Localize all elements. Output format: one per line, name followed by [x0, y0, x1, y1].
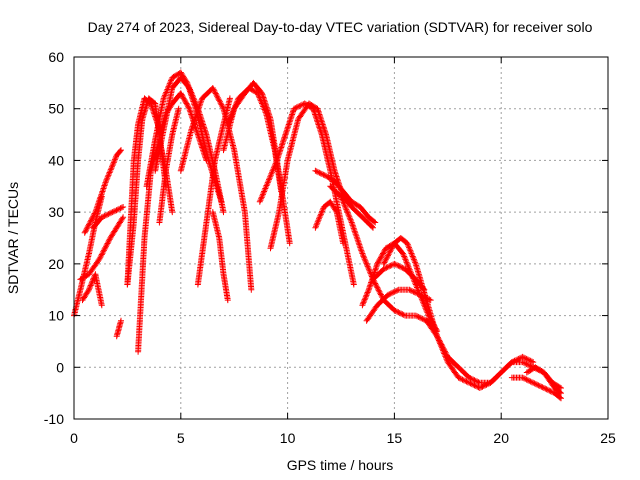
x-tick-label: 25 — [600, 430, 616, 446]
data-point-markers — [312, 198, 347, 247]
y-tick-label: 40 — [48, 152, 64, 168]
chart-title: Day 274 of 2023, Sidereal Day-to-day VTE… — [88, 19, 593, 35]
series-arc-27 — [370, 260, 428, 293]
series-arc-5 — [79, 271, 105, 309]
series-arc-13 — [156, 105, 182, 226]
series-arc-3 — [77, 214, 127, 283]
data-point-markers — [370, 260, 428, 293]
y-tick-label: 10 — [48, 308, 64, 324]
series-arc-15 — [194, 95, 233, 288]
plot-border — [73, 56, 609, 420]
data-point-markers — [312, 167, 379, 226]
data-point-markers — [156, 105, 182, 226]
series-arc-22 — [312, 198, 347, 247]
series-arc-20 — [267, 100, 376, 252]
y-tick-label: 20 — [48, 256, 64, 272]
data-point-markers — [508, 374, 564, 402]
series-arc-4 — [90, 204, 127, 231]
data-point-markers — [523, 364, 564, 391]
data-point-markers — [267, 100, 376, 252]
series-arc-29 — [508, 374, 564, 402]
series-arc-21 — [312, 167, 379, 226]
y-tick-label: -10 — [44, 411, 64, 427]
data-point-markers — [81, 147, 124, 236]
y-tick-label: 30 — [48, 204, 64, 220]
y-tick-label: 60 — [48, 49, 64, 65]
data-point-markers — [90, 204, 127, 231]
series-arc-30 — [523, 364, 564, 391]
y-tick-label: 0 — [56, 359, 64, 375]
y-tick-label: 50 — [48, 101, 64, 117]
series-arc-8 — [124, 95, 163, 288]
data-point-markers — [113, 317, 124, 340]
x-tick-label: 0 — [70, 430, 78, 446]
x-tick-label: 5 — [177, 430, 185, 446]
data-point-markers — [77, 214, 127, 283]
axes: 0 5 10 15 20 25 -10 0 10 20 30 40 50 60 — [44, 49, 616, 446]
data-point-markers — [194, 95, 233, 288]
x-axis-label: GPS time / hours — [287, 457, 394, 473]
x-tick-label: 20 — [493, 430, 509, 446]
series-arc-16 — [209, 209, 231, 304]
data-point-markers — [124, 95, 163, 288]
data-point-markers — [209, 209, 231, 304]
data-point-markers — [79, 271, 105, 309]
data-series — [71, 69, 564, 402]
x-tick-label: 15 — [387, 430, 403, 446]
x-tick-label: 10 — [280, 430, 296, 446]
series-arc-2 — [81, 147, 124, 236]
series-arc-6 — [113, 317, 124, 340]
y-axis-label: SDTVAR / TECUs — [5, 182, 21, 294]
